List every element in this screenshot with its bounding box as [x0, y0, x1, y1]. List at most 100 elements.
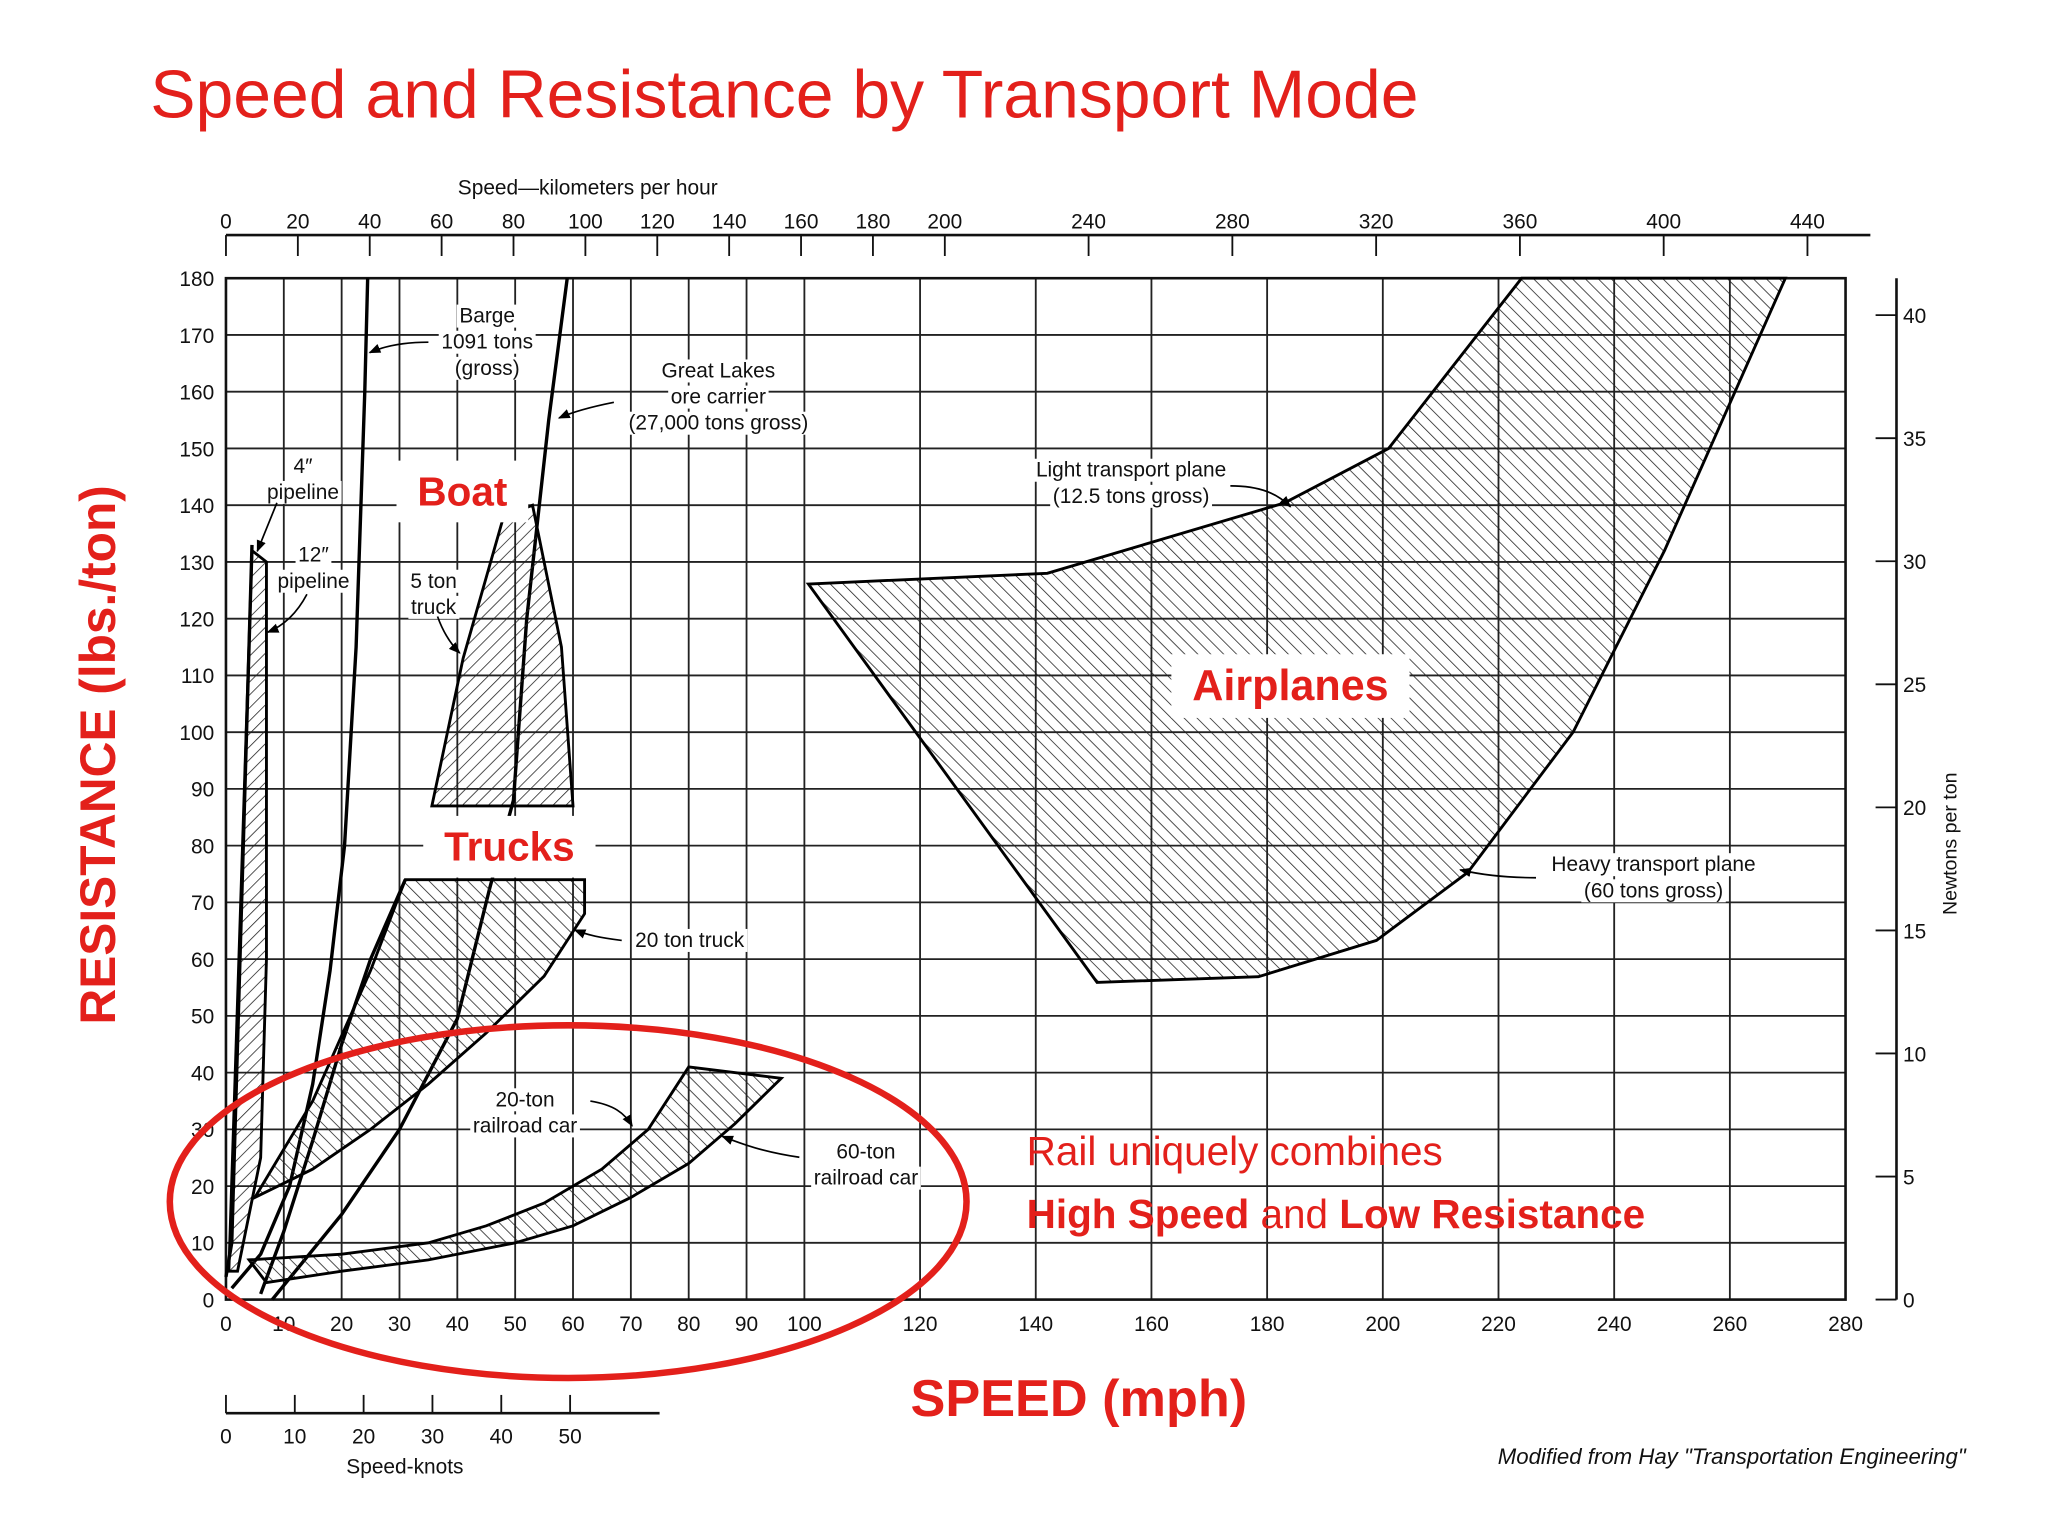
- y-axis-title: RESISTANCE (lbs./ton): [70, 485, 126, 1024]
- annotation-bg: [833, 1140, 899, 1164]
- arrow: [557, 401, 615, 419]
- x-tick-label: 100: [787, 1313, 822, 1336]
- arrow: [590, 1100, 633, 1127]
- callout-line: High Speed and Low Resistance: [1027, 1191, 1646, 1237]
- annotation: (gross): [455, 357, 520, 380]
- callout-emphasis: Low Resistance: [1339, 1191, 1645, 1237]
- y2-tick-label: 35: [1903, 428, 1926, 451]
- annotation: (12.5 tons gross): [1053, 485, 1210, 508]
- x-tick-label: 160: [1134, 1313, 1169, 1336]
- y-tick-label: 110: [181, 665, 214, 688]
- x2-tick-label: 40: [358, 211, 381, 234]
- annotation-bg: [295, 543, 332, 567]
- arrow: [1459, 867, 1537, 879]
- annotation: 20-ton: [495, 1088, 554, 1111]
- annotation-bg: [408, 595, 460, 619]
- annotation-bg: [1050, 484, 1213, 508]
- x-tick-label: 70: [619, 1313, 642, 1336]
- annotation: Great Lakes: [662, 359, 776, 382]
- x-tick-label: 80: [677, 1313, 700, 1336]
- x2-tick-label: 360: [1502, 211, 1537, 234]
- plot: 0 10 20 30 40 50 60 70 80 90 100 120 140 160 180 200 220…: [179, 211, 1926, 1449]
- annotation-bg: [632, 928, 748, 952]
- arrows: [256, 341, 1537, 1159]
- annotation: railroad car: [814, 1167, 918, 1190]
- annotation-bg: [1581, 879, 1726, 903]
- annotation-bg: [470, 1114, 580, 1138]
- annotation: (27,000 tons gross): [628, 412, 808, 435]
- y-tick-label: 180: [179, 268, 214, 291]
- x3-tick-label: 30: [421, 1425, 444, 1448]
- annotation: pipeline: [277, 570, 349, 593]
- arrow: [256, 502, 278, 553]
- y-tick-label: 10: [191, 1233, 214, 1256]
- annotation: (60 tons gross): [1584, 879, 1723, 902]
- annotation: ore carrier: [671, 386, 766, 409]
- annotation: 5 ton: [410, 570, 456, 593]
- x3-tick-label: 10: [283, 1425, 306, 1448]
- x2-tick-label: 280: [1215, 211, 1250, 234]
- mode-label: Boat: [417, 468, 507, 514]
- annotation: 1091 tons: [441, 331, 533, 354]
- x-tick-label: 90: [735, 1313, 758, 1336]
- annotation: 60-ton: [836, 1141, 895, 1164]
- x3-tick-label: 50: [558, 1425, 581, 1448]
- annotation-bg: [1033, 458, 1229, 482]
- arrow: [436, 616, 461, 654]
- y-tick-label: 140: [179, 495, 214, 518]
- y-tick-label: 90: [191, 779, 214, 802]
- x3-tick-label: 40: [490, 1425, 513, 1448]
- y2-tick-label: 25: [1903, 674, 1926, 697]
- mode-label-bg: [396, 460, 529, 523]
- x2-tick-label: 120: [640, 211, 675, 234]
- x2-tick-label: 200: [927, 211, 962, 234]
- y-tick-label: 70: [191, 892, 214, 915]
- x-tick-label: 140: [1018, 1313, 1053, 1336]
- curve: [224, 544, 254, 1278]
- x-tick-label: 240: [1597, 1313, 1632, 1336]
- x-tick-label: 180: [1250, 1313, 1285, 1336]
- y2-tick-label: 15: [1903, 920, 1926, 943]
- annotation-bg: [290, 454, 316, 478]
- y2-tick-label: 20: [1903, 797, 1926, 820]
- annotation-bg: [264, 480, 342, 504]
- annotation-bg: [274, 569, 353, 593]
- x2-tick-label: 320: [1359, 211, 1394, 234]
- y-tick-label: 60: [191, 949, 214, 972]
- x-tick-label: 200: [1365, 1313, 1400, 1336]
- x-tick-label: 0: [220, 1313, 232, 1336]
- x2-tick-label: 0: [220, 211, 232, 234]
- y-tick-label: 50: [191, 1006, 214, 1029]
- annotation: 12″: [298, 544, 329, 567]
- annotation: 4″: [294, 455, 313, 478]
- annotation-bg: [438, 330, 536, 354]
- arrow: [721, 1135, 800, 1159]
- x2-tick-label: 140: [712, 211, 747, 234]
- annotation-bg: [668, 385, 769, 409]
- arrow: [266, 593, 308, 633]
- band: [246, 1065, 785, 1285]
- x3-tick-label: 20: [352, 1425, 375, 1448]
- arrow: [573, 929, 622, 942]
- y-tick-label: 100: [179, 722, 214, 745]
- annotation: truck: [411, 596, 457, 619]
- mode-label-bg: [1171, 654, 1410, 718]
- highlight-ellipse: [166, 1022, 970, 1382]
- source-note: Modified from Hay "Transportation Engine…: [1498, 1444, 1967, 1469]
- annotation: Light transport plane: [1036, 459, 1226, 482]
- x2-tick-label: 60: [430, 211, 453, 234]
- mode-label: Airplanes: [1192, 662, 1388, 710]
- y2-tick-label: 10: [1903, 1043, 1926, 1066]
- x3-axis-title: Speed-knots: [346, 1455, 463, 1478]
- y2-tick-label: 40: [1903, 305, 1926, 328]
- callout-line: Rail uniquely combines: [1027, 1128, 1443, 1174]
- y-tick-label: 20: [191, 1176, 214, 1199]
- x2-axis-title: Speed—kilometers per hour: [458, 177, 718, 200]
- x-tick-label: 50: [504, 1313, 527, 1336]
- annotation-bg: [1548, 853, 1759, 877]
- x2-tick-label: 80: [502, 211, 525, 234]
- x2-tick-label: 180: [856, 211, 891, 234]
- annotation: 20 ton truck: [635, 929, 745, 952]
- x2-tick-label: 240: [1071, 211, 1106, 234]
- x2-tick-label: 400: [1646, 211, 1681, 234]
